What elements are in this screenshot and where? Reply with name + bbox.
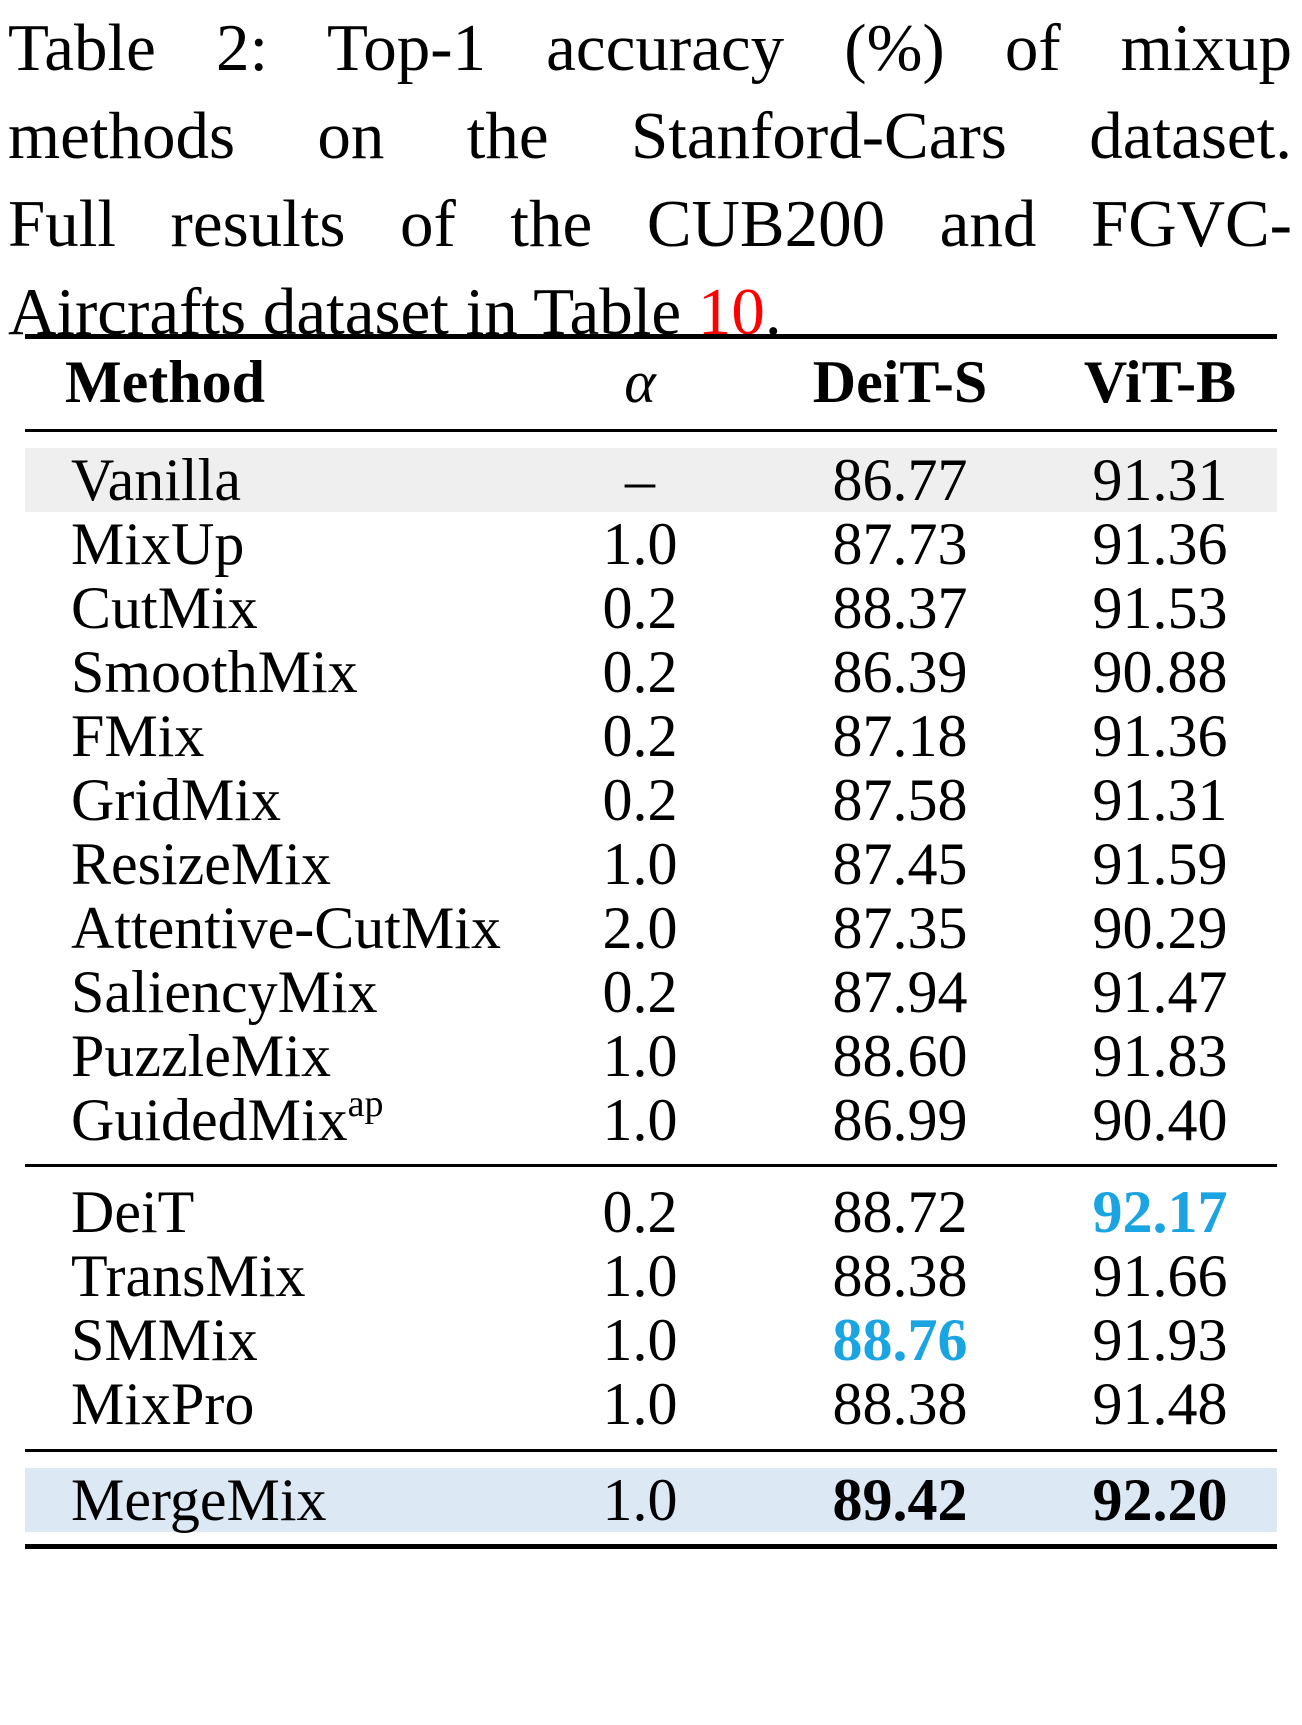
method-cell: CutMix xyxy=(71,575,258,641)
header-rule xyxy=(25,429,1277,432)
table-row: DeiT 0.2 88.72 92.17 xyxy=(25,1180,1277,1244)
vit-b-cell-best: 92.20 xyxy=(1092,1467,1228,1533)
deit-s-cell: 87.18 xyxy=(832,703,968,769)
alpha-cell: 1.0 xyxy=(602,1307,678,1373)
method-cell: ResizeMix xyxy=(71,831,331,897)
method-cell: DeiT xyxy=(71,1179,195,1245)
caption-period: . xyxy=(764,275,782,349)
table-row-mergemix: MergeMix 1.0 89.42 92.20 xyxy=(25,1468,1277,1532)
alpha-cell: 0.2 xyxy=(602,959,678,1025)
method-cell: SaliencyMix xyxy=(71,959,378,1025)
header-method: Method xyxy=(65,349,265,415)
group-divider-rule xyxy=(25,1164,1277,1167)
alpha-cell: 0.2 xyxy=(602,703,678,769)
deit-s-cell: 87.45 xyxy=(832,831,968,897)
table-row: GridMix 0.2 87.58 91.31 xyxy=(25,768,1277,832)
header-deit-s: DeiT-S xyxy=(812,349,988,415)
caption-line: Full results of the CUB200 and FGVC- xyxy=(8,187,1292,261)
table-row: GuidedMixap 1.0 86.99 90.40 xyxy=(25,1085,1277,1153)
method-cell: MergeMix xyxy=(71,1467,327,1533)
method-cell: FMix xyxy=(71,703,205,769)
method-cell: SmoothMix xyxy=(71,639,358,705)
table-row-vanilla: Vanilla – 86.77 91.31 xyxy=(25,448,1277,512)
alpha-cell: 0.2 xyxy=(602,639,678,705)
vit-b-cell: 91.31 xyxy=(1092,447,1228,513)
vit-b-cell: 91.48 xyxy=(1092,1371,1228,1437)
vit-b-cell: 91.93 xyxy=(1092,1307,1228,1373)
deit-s-cell: 87.94 xyxy=(832,959,968,1025)
caption-line: Table 2: Top-1 accuracy (%) of mixup xyxy=(8,11,1292,85)
deit-s-cell: 88.38 xyxy=(832,1371,968,1437)
table-row: PuzzleMix 1.0 88.60 91.83 xyxy=(25,1024,1277,1088)
method-cell: TransMix xyxy=(71,1243,306,1309)
vit-b-cell: 91.36 xyxy=(1092,511,1228,577)
method-cell: GuidedMixap xyxy=(71,1085,384,1153)
table-row: CutMix 0.2 88.37 91.53 xyxy=(25,576,1277,640)
table-row: SmoothMix 0.2 86.39 90.88 xyxy=(25,640,1277,704)
vit-b-cell: 91.83 xyxy=(1092,1023,1228,1089)
deit-s-cell: 86.99 xyxy=(832,1087,968,1153)
table-caption: Table 2: Top-1 accuracy (%) of mixup met… xyxy=(8,4,1292,356)
alpha-cell: 1.0 xyxy=(602,1467,678,1533)
alpha-cell: 1.0 xyxy=(602,1023,678,1089)
vit-b-cell-second-best: 92.17 xyxy=(1092,1179,1228,1245)
method-cell: SMMix xyxy=(71,1307,258,1373)
alpha-cell: 1.0 xyxy=(602,1243,678,1309)
deit-s-cell: 88.37 xyxy=(832,575,968,641)
deit-s-cell-best: 89.42 xyxy=(832,1467,968,1533)
alpha-cell: 0.2 xyxy=(602,575,678,641)
caption-line: methods on the Stanford-Cars dataset. xyxy=(8,99,1292,173)
vit-b-cell: 91.47 xyxy=(1092,959,1228,1025)
vit-b-cell: 91.36 xyxy=(1092,703,1228,769)
deit-s-cell-second-best: 88.76 xyxy=(832,1307,968,1373)
table-row: SaliencyMix 0.2 87.94 91.47 xyxy=(25,960,1277,1024)
deit-s-cell: 87.58 xyxy=(832,767,968,833)
deit-s-cell: 88.60 xyxy=(832,1023,968,1089)
deit-s-cell: 86.77 xyxy=(832,447,968,513)
deit-s-cell: 88.38 xyxy=(832,1243,968,1309)
table-row: ResizeMix 1.0 87.45 91.59 xyxy=(25,832,1277,896)
vit-b-cell: 91.53 xyxy=(1092,575,1228,641)
method-name: GuidedMix xyxy=(71,1087,348,1153)
table-row: MixPro 1.0 88.38 91.48 xyxy=(25,1372,1277,1436)
alpha-cell: 1.0 xyxy=(602,1087,678,1153)
table-row: SMMix 1.0 88.76 91.93 xyxy=(25,1308,1277,1372)
header-alpha: α xyxy=(624,349,656,415)
deit-s-cell: 87.73 xyxy=(832,511,968,577)
deit-s-cell: 88.72 xyxy=(832,1179,968,1245)
vit-b-cell: 91.31 xyxy=(1092,767,1228,833)
header-vit-b: ViT-B xyxy=(1083,349,1237,415)
alpha-cell: – xyxy=(625,447,655,513)
alpha-cell: 1.0 xyxy=(602,831,678,897)
method-cell: MixPro xyxy=(71,1371,255,1437)
alpha-cell: 1.0 xyxy=(602,1371,678,1437)
method-cell: PuzzleMix xyxy=(71,1023,331,1089)
vit-b-cell: 90.88 xyxy=(1092,639,1228,705)
vit-b-cell: 90.40 xyxy=(1092,1087,1228,1153)
method-cell: Attentive-CutMix xyxy=(71,895,501,961)
table-row: FMix 0.2 87.18 91.36 xyxy=(25,704,1277,768)
alpha-cell: 0.2 xyxy=(602,767,678,833)
deit-s-cell: 86.39 xyxy=(832,639,968,705)
top-rule xyxy=(25,334,1277,339)
deit-s-cell: 87.35 xyxy=(832,895,968,961)
method-superscript: ap xyxy=(347,1083,384,1125)
vit-b-cell: 90.29 xyxy=(1092,895,1228,961)
alpha-cell: 0.2 xyxy=(602,1179,678,1245)
alpha-cell: 2.0 xyxy=(602,895,678,961)
table-row: MixUp 1.0 87.73 91.36 xyxy=(25,512,1277,576)
table-row: TransMix 1.0 88.38 91.66 xyxy=(25,1244,1277,1308)
vit-b-cell: 91.59 xyxy=(1092,831,1228,897)
bottom-rule xyxy=(25,1544,1277,1549)
vit-b-cell: 91.66 xyxy=(1092,1243,1228,1309)
alpha-cell: 1.0 xyxy=(602,511,678,577)
method-cell: Vanilla xyxy=(71,447,241,513)
group-divider-rule xyxy=(25,1449,1277,1452)
table-row: Attentive-CutMix 2.0 87.35 90.29 xyxy=(25,896,1277,960)
method-cell: MixUp xyxy=(71,511,245,577)
method-cell: GridMix xyxy=(71,767,281,833)
results-table: Method α DeiT-S ViT-B Vanilla – 86.77 91… xyxy=(25,0,1277,1725)
table-header-row: Method α DeiT-S ViT-B xyxy=(25,342,1277,422)
